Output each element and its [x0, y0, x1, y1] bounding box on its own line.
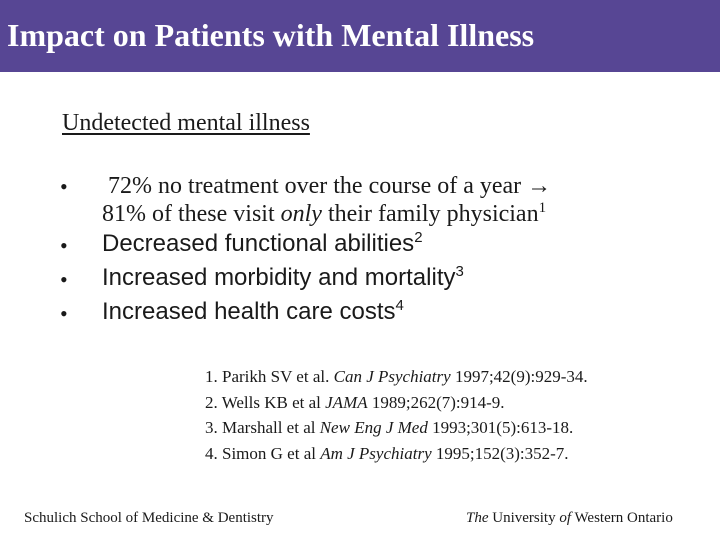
bullet-text: their family physician: [321, 201, 539, 227]
bullet-text-line: 81% of these visit only their family phy…: [102, 200, 547, 228]
footnote-marker: 2: [414, 229, 423, 246]
bullet-text: Increased health care costs: [102, 298, 396, 325]
footer-university-word: University: [488, 510, 560, 526]
reference-journal: Am J Psychiatry: [320, 443, 432, 463]
footer-the: The: [466, 510, 489, 526]
reference-item: 1. Parikh SV et al. Can J Psychiatry 199…: [205, 364, 588, 390]
bullet-marker: •: [60, 233, 68, 258]
footnote-marker: 4: [395, 297, 404, 314]
bullet-text: Increased morbidity and mortality: [102, 264, 456, 291]
reference-authors: 2. Wells KB et al: [205, 392, 326, 412]
section-heading: Undetected mental illness: [62, 110, 310, 136]
reference-item: 4. Simon G et al Am J Psychiatry 1995;15…: [205, 441, 588, 467]
reference-citation: 1989;262(7):914-9.: [367, 392, 505, 412]
reference-citation: 1997;42(9):929-34.: [450, 367, 588, 386]
bullet-text: 72% no treatment over the course of a ye…: [108, 173, 522, 199]
reference-list: 1. Parikh SV et al. Can J Psychiatry 199…: [205, 364, 588, 466]
bullet-item-costs: Increased health care costs4: [102, 298, 404, 326]
reference-citation: 1995;152(3):352-7.: [431, 443, 569, 463]
reference-journal: JAMA: [325, 392, 368, 412]
bullet-item-treatment: 72% no treatment over the course of a ye…: [102, 172, 551, 228]
footer-rest: Western Ontario: [571, 510, 673, 526]
reference-authors: 1. Parikh SV et al.: [205, 367, 334, 386]
footnote-marker: 3: [455, 263, 464, 280]
footer-university: The University of Western Ontario: [466, 510, 673, 527]
reference-journal: Can J Psychiatry: [333, 367, 451, 386]
bullet-marker: •: [60, 301, 68, 326]
bullet-text: Decreased functional abilities: [102, 230, 415, 257]
bullet-item-morbidity: Increased morbidity and mortality3: [102, 264, 464, 292]
bullet-marker: •: [60, 267, 68, 292]
reference-item: 2. Wells KB et al JAMA 1989;262(7):914-9…: [205, 390, 588, 416]
reference-journal: New Eng J Med: [319, 418, 428, 437]
bullet-text-line: 72% no treatment over the course of a ye…: [102, 173, 551, 199]
emphasis-text: only: [280, 201, 322, 227]
reference-authors: 3. Marshall et al: [205, 418, 320, 437]
reference-citation: 1993;301(5):613-18.: [427, 418, 574, 437]
footnote-marker: 1: [538, 200, 547, 216]
bullet-text: 81% of these visit: [102, 201, 281, 227]
title-bar: Impact on Patients with Mental Illness: [0, 0, 720, 72]
footer-school: Schulich School of Medicine & Dentistry: [24, 510, 274, 526]
slide-title: Impact on Patients with Mental Illness: [7, 17, 535, 53]
reference-authors: 4. Simon G et al: [205, 443, 321, 463]
reference-item: 3. Marshall et al New Eng J Med 1993;301…: [205, 415, 588, 441]
bullet-item-functional: Decreased functional abilities2: [102, 230, 423, 258]
arrow-icon: →: [527, 173, 552, 199]
footer-of: of: [559, 510, 571, 526]
bullet-marker: •: [60, 174, 68, 199]
